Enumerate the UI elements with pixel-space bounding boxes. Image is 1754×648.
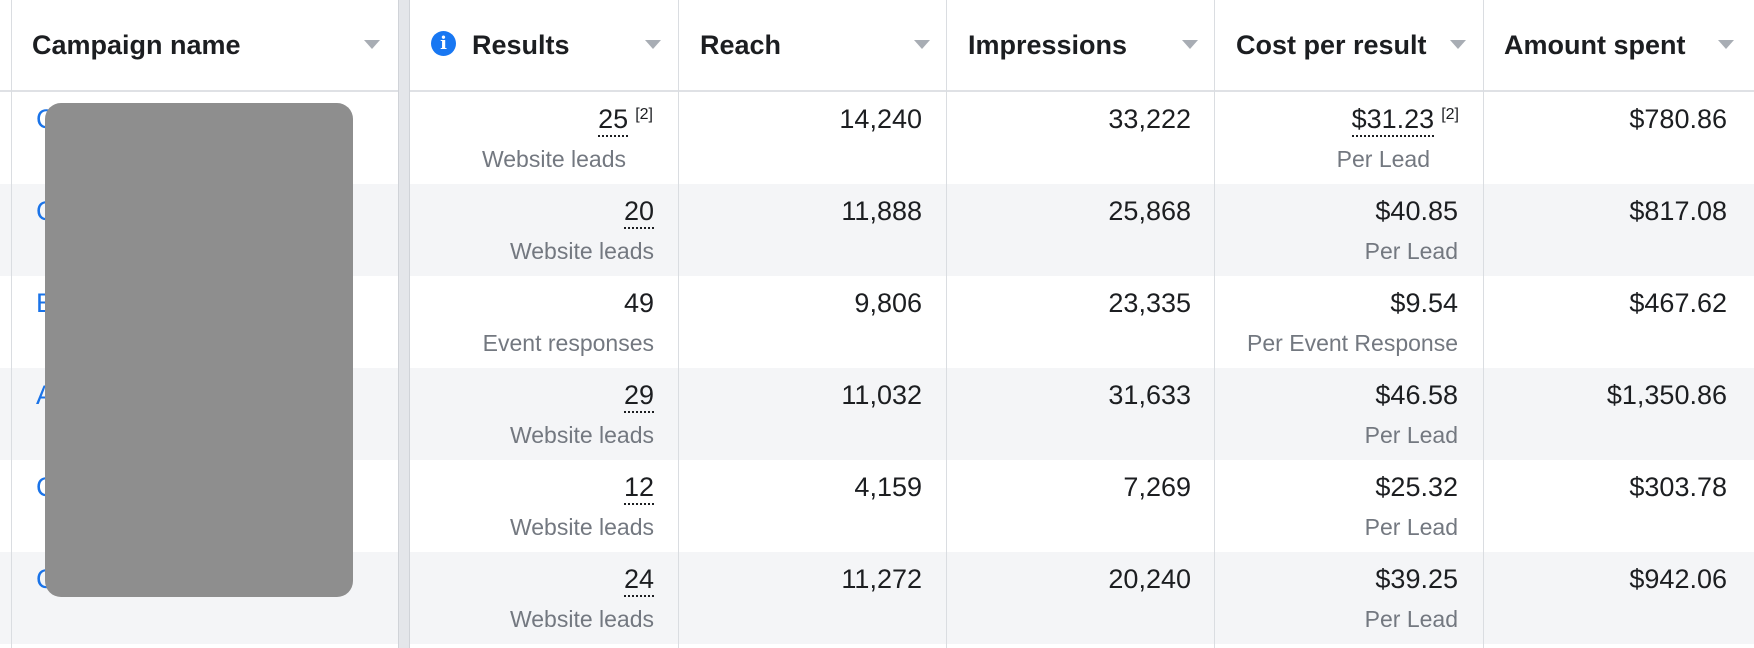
column-header-results[interactable]: Results [472,0,570,90]
column-header-campaign-name[interactable]: Campaign name [32,0,241,90]
column-header-label: Campaign name [32,29,241,60]
reach-value: 4,159 [854,472,922,502]
reach-value: 14,240 [839,104,922,134]
cost-type: Per Lead [1364,514,1458,540]
cost-number: $31.23 [1351,104,1435,137]
amount-spent-value: $1,350.86 [1606,380,1727,410]
caret-down-icon[interactable] [1718,40,1734,49]
results-value[interactable]: 24 [623,564,654,597]
results-type: Website leads [509,422,654,448]
cost-per-result-value: $40.85 [1375,196,1458,226]
column-divider [1214,0,1215,648]
cost-per-result-value: $39.25 [1375,564,1458,594]
reach-value: 11,888 [841,196,922,226]
results-number: 12 [623,472,654,505]
results-value: 49 [623,288,654,318]
cost-type: Per Lead [1364,238,1458,264]
results-type: Website leads [509,514,654,540]
cost-type: Per Lead [1364,606,1458,632]
column-header-amount-spent[interactable]: Amount spent [1504,0,1686,90]
column-header-cost-per-result[interactable]: Cost per result [1236,0,1427,90]
cost-type: Per Lead [1336,146,1430,172]
caret-down-icon[interactable] [1182,40,1198,49]
column-divider [946,0,947,648]
amount-spent-value: $942.06 [1629,564,1727,594]
column-header-impressions[interactable]: Impressions [968,0,1127,90]
results-number: 29 [623,380,654,413]
results-value[interactable]: 25 [2] [598,104,653,137]
table-header [0,0,1754,92]
column-divider [11,0,12,648]
cost-type: Per Lead [1364,422,1458,448]
reach-value: 9,806 [854,288,922,318]
impressions-value: 23,335 [1108,288,1191,318]
cost-per-result-value: $9.54 [1390,288,1458,318]
results-number: 20 [623,196,654,229]
impressions-value: 25,868 [1108,196,1191,226]
results-type: Website leads [509,238,654,264]
results-footnote: [2] [635,106,653,123]
redaction-block [45,103,353,597]
reach-value: 11,272 [841,564,922,594]
results-number: 25 [598,104,629,137]
results-number: 24 [623,564,654,597]
caret-down-icon[interactable] [364,40,380,49]
cost-per-result-value: $46.58 [1375,380,1458,410]
cost-per-result-value: $25.32 [1375,472,1458,502]
caret-down-icon[interactable] [1450,40,1466,49]
amount-spent-value: $817.08 [1629,196,1727,226]
results-value[interactable]: 12 [623,472,654,505]
cost-type: Per Event Response [1247,330,1458,356]
column-divider [1483,0,1484,648]
results-type: Event responses [482,330,654,356]
results-type: Website leads [481,146,626,172]
cost-footnote: [2] [1441,106,1459,123]
results-value[interactable]: 20 [623,196,654,229]
column-divider [678,0,679,648]
column-header-reach[interactable]: Reach [700,0,781,90]
results-value[interactable]: 29 [623,380,654,413]
amount-spent-value: $303.78 [1629,472,1727,502]
reach-value: 11,032 [841,380,922,410]
caret-down-icon[interactable] [645,40,661,49]
column-header-label: Impressions [968,29,1128,60]
column-header-label: Results [472,29,570,60]
impressions-value: 7,269 [1123,472,1191,502]
impressions-value: 33,222 [1108,104,1191,134]
info-icon[interactable]: i [431,31,456,56]
impressions-value: 20,240 [1108,564,1191,594]
amount-spent-value: $780.86 [1629,104,1727,134]
caret-down-icon[interactable] [914,40,930,49]
column-header-label: Cost per result [1236,29,1427,60]
amount-spent-value: $467.62 [1629,288,1727,318]
impressions-value: 31,633 [1108,380,1191,410]
results-type: Website leads [509,606,654,632]
column-header-label: Reach [700,29,782,60]
column-header-label: Amount spent [1504,29,1686,60]
frozen-column-divider[interactable] [398,0,410,648]
cost-per-result-value[interactable]: $31.23 [2] [1351,104,1459,137]
